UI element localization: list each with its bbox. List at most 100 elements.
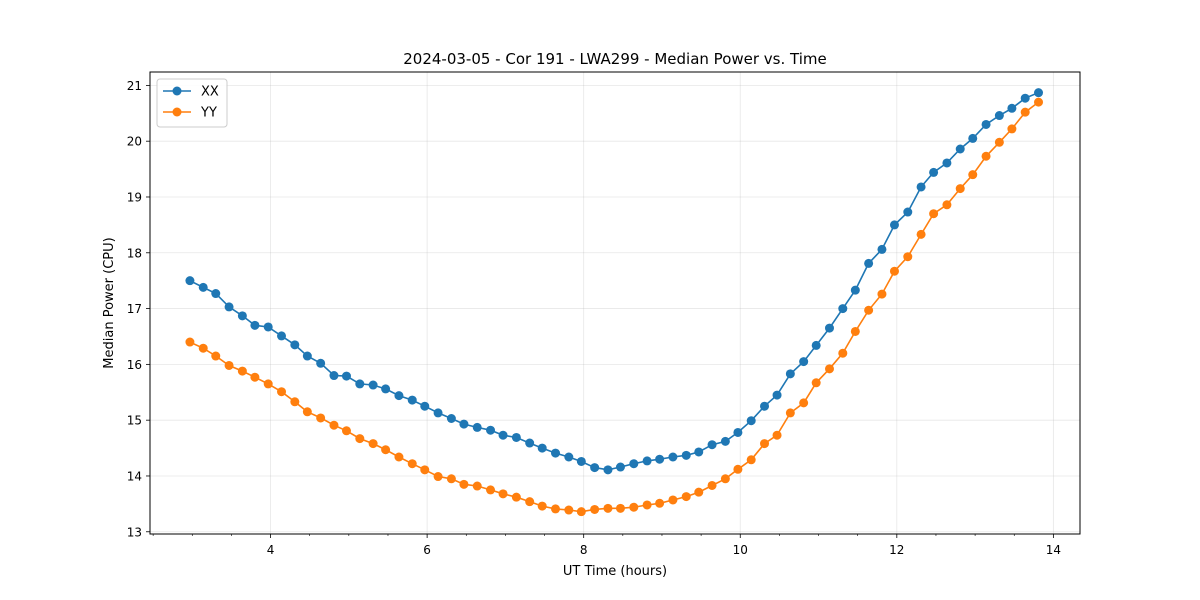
data-point-yy [1020, 107, 1030, 117]
data-point-yy [329, 420, 339, 430]
data-point-xx [760, 401, 770, 411]
data-point-xx [302, 351, 312, 361]
data-point-xx [655, 454, 665, 464]
data-point-yy [629, 502, 639, 512]
data-point-xx [707, 440, 717, 450]
data-point-xx [929, 167, 939, 177]
legend-label-xx: XX [201, 85, 219, 100]
data-point-yy [420, 465, 430, 475]
legend-marker-yy [172, 107, 182, 117]
data-point-xx [277, 331, 287, 341]
x-tick-label: 10 [733, 543, 748, 557]
y-tick-label: 17 [127, 302, 142, 316]
y-axis-label: Median Power (CPU) [102, 237, 117, 368]
data-point-xx [864, 258, 874, 268]
data-point-yy [760, 439, 770, 449]
data-point-xx [381, 384, 391, 394]
data-point-yy [551, 504, 561, 514]
x-tick-label: 14 [1046, 543, 1061, 557]
data-point-yy [720, 474, 730, 484]
data-point-yy [668, 495, 678, 505]
data-point-yy [799, 398, 809, 408]
data-point-yy [1034, 97, 1044, 107]
data-point-yy [316, 413, 326, 423]
data-point-xx [642, 456, 652, 466]
data-point-xx [629, 459, 639, 469]
data-point-yy [250, 372, 260, 382]
data-point-xx [1020, 93, 1030, 103]
data-point-xx [250, 320, 260, 330]
data-point-yy [824, 364, 834, 374]
data-point-xx [668, 452, 678, 462]
data-point-yy [942, 200, 952, 210]
data-point-yy [290, 397, 300, 407]
data-point-xx [420, 401, 430, 411]
data-point-yy [446, 474, 456, 484]
data-point-yy [916, 229, 926, 239]
data-point-xx [329, 371, 339, 381]
data-point-yy [681, 492, 691, 502]
y-tick-label: 20 [127, 135, 142, 149]
data-point-xx [694, 447, 704, 457]
y-tick-label: 18 [127, 246, 142, 260]
data-point-yy [655, 498, 665, 508]
data-point-xx [224, 302, 234, 312]
data-point-xx [942, 158, 952, 168]
y-tick-label: 14 [127, 469, 142, 483]
data-point-yy [811, 378, 821, 388]
data-point-xx [916, 182, 926, 192]
data-point-xx [603, 465, 613, 475]
data-point-xx [838, 304, 848, 314]
data-point-yy [929, 209, 939, 219]
data-point-xx [185, 276, 195, 286]
data-point-yy [590, 504, 600, 514]
data-point-xx [407, 395, 417, 405]
data-point-xx [576, 456, 586, 466]
legend-marker-xx [172, 86, 182, 96]
data-point-xx [498, 430, 508, 440]
data-point-yy [537, 501, 547, 511]
grid-lines [150, 72, 1080, 534]
data-point-yy [772, 430, 782, 440]
data-point-xx [290, 340, 300, 350]
series-layer [185, 88, 1044, 517]
data-point-xx [263, 322, 273, 332]
legend-label-yy: YY [200, 106, 217, 121]
data-point-xx [1007, 103, 1017, 113]
data-point-xx [681, 450, 691, 460]
data-point-yy [355, 434, 365, 444]
data-point-xx [994, 111, 1004, 121]
x-tick-label: 8 [580, 543, 588, 557]
legend: XX YY [156, 78, 228, 128]
y-tick-label: 21 [127, 79, 142, 93]
data-point-yy [968, 170, 978, 180]
data-point-yy [237, 366, 247, 376]
data-point-xx [525, 438, 535, 448]
data-point-yy [603, 503, 613, 513]
data-point-xx [564, 452, 574, 462]
data-point-xx [903, 207, 913, 217]
data-point-xx [459, 419, 469, 429]
data-point-yy [994, 137, 1004, 147]
data-point-xx [211, 289, 221, 299]
x-tick-label: 12 [889, 543, 904, 557]
data-point-xx [433, 408, 443, 418]
data-point-xx [615, 462, 625, 472]
data-point-xx [811, 340, 821, 350]
data-point-yy [877, 289, 887, 299]
data-point-yy [198, 343, 208, 353]
data-point-yy [785, 408, 795, 418]
data-point-xx [850, 285, 860, 295]
data-point-xx [981, 119, 991, 129]
data-point-xx [198, 282, 208, 292]
x-axis-label: UT Time (hours) [563, 564, 667, 579]
data-point-yy [981, 151, 991, 161]
data-point-xx [394, 391, 404, 401]
data-point-yy [394, 452, 404, 462]
data-point-xx [955, 144, 965, 154]
data-point-xx [889, 220, 899, 230]
data-point-yy [341, 426, 351, 436]
y-tick-label: 13 [127, 525, 142, 539]
data-point-yy [185, 337, 195, 347]
data-point-yy [864, 305, 874, 315]
